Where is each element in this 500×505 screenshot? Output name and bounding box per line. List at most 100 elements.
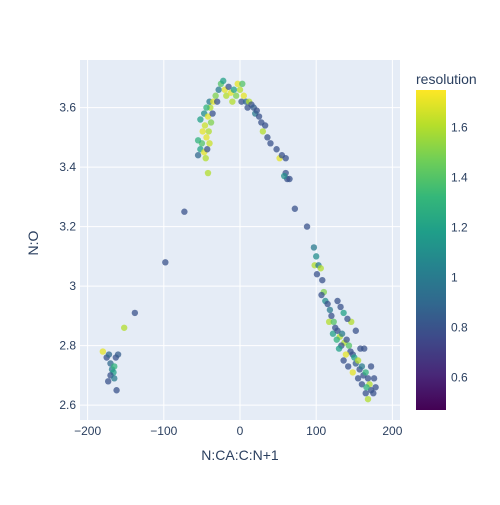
data-point xyxy=(215,86,222,93)
data-point xyxy=(259,128,267,135)
data-point xyxy=(240,92,248,99)
x-tick-label: −100 xyxy=(150,424,177,438)
data-point xyxy=(303,223,311,230)
y-axis-ticks: 2.6 2.8 3 3.2 3.4 3.6 xyxy=(59,101,76,413)
data-point xyxy=(162,259,169,266)
x-tick-label: −200 xyxy=(74,424,101,438)
data-point xyxy=(261,122,269,129)
data-point xyxy=(253,107,260,114)
data-point xyxy=(111,363,118,370)
y-tick-label: 3.4 xyxy=(59,160,76,174)
y-tick-label: 2.6 xyxy=(59,398,76,412)
data-point xyxy=(334,297,341,305)
data-point xyxy=(358,363,366,370)
data-point xyxy=(349,369,356,376)
data-point xyxy=(337,303,344,311)
colorbar-tick-label: 1 xyxy=(451,271,458,285)
data-point xyxy=(333,336,340,343)
data-point xyxy=(105,351,113,358)
data-point xyxy=(328,312,335,320)
data-point xyxy=(223,92,230,99)
data-point xyxy=(360,345,368,352)
data-point xyxy=(238,98,245,105)
data-point xyxy=(338,330,346,337)
colorbar-tick-label: 1.2 xyxy=(451,221,468,235)
data-points xyxy=(99,77,379,403)
data-point xyxy=(104,378,112,385)
data-point xyxy=(197,116,204,123)
y-axis-label: N:O xyxy=(25,230,41,255)
data-point xyxy=(111,375,118,382)
x-tick-label: 100 xyxy=(306,424,326,438)
data-point xyxy=(234,80,241,88)
data-point xyxy=(229,98,236,105)
data-point xyxy=(267,140,274,147)
colorbar-ticks: 0.6 0.8 1 1.2 1.4 1.6 xyxy=(451,121,468,385)
data-point xyxy=(199,128,206,135)
data-point xyxy=(203,104,210,111)
data-point xyxy=(230,86,238,93)
x-tick-label: 200 xyxy=(382,424,402,438)
data-point xyxy=(114,351,122,358)
data-point xyxy=(312,253,320,260)
data-point xyxy=(232,92,240,99)
data-point xyxy=(370,390,377,397)
data-point xyxy=(236,86,244,93)
x-axis-label: N:CA:C:N+1 xyxy=(201,447,279,463)
data-point xyxy=(204,169,212,177)
data-point xyxy=(120,324,128,331)
data-point xyxy=(202,154,209,162)
y-tick-label: 3.2 xyxy=(59,220,76,234)
data-point xyxy=(131,309,139,317)
data-point xyxy=(344,363,352,370)
data-point xyxy=(362,369,369,376)
data-point xyxy=(342,351,350,358)
data-point xyxy=(291,205,299,212)
data-point xyxy=(324,300,331,308)
data-point xyxy=(225,83,232,90)
y-tick-label: 2.8 xyxy=(59,339,76,353)
data-point xyxy=(99,348,107,355)
data-point xyxy=(205,128,212,135)
data-point xyxy=(239,80,246,88)
data-point xyxy=(113,387,120,394)
data-point xyxy=(367,363,375,370)
data-point xyxy=(201,122,209,129)
data-point xyxy=(213,98,221,105)
data-point xyxy=(204,146,211,153)
data-point xyxy=(194,152,202,159)
data-point xyxy=(335,345,343,352)
data-point xyxy=(325,318,333,326)
data-point xyxy=(317,265,324,272)
data-point xyxy=(264,134,271,141)
y-tick-label: 3.6 xyxy=(59,101,76,115)
data-point xyxy=(329,330,337,337)
data-point xyxy=(194,137,202,144)
data-point xyxy=(344,315,351,323)
data-point xyxy=(343,336,350,343)
data-point xyxy=(358,381,366,388)
colorbar-tick-label: 1.4 xyxy=(451,171,468,185)
colorbar-tick-label: 1.6 xyxy=(451,121,468,135)
x-axis-ticks: −200 −100 0 100 200 xyxy=(74,424,403,438)
data-point xyxy=(345,342,353,349)
data-point xyxy=(354,375,362,382)
colorbar xyxy=(416,90,446,410)
data-point xyxy=(273,146,280,153)
data-point xyxy=(181,208,188,215)
data-point xyxy=(286,175,293,183)
data-point xyxy=(364,375,372,382)
data-point xyxy=(326,306,334,314)
data-point xyxy=(207,119,215,126)
data-point xyxy=(340,357,347,364)
colorbar-title: resolution xyxy=(416,71,477,87)
data-point xyxy=(282,154,289,162)
data-point xyxy=(280,172,288,180)
data-point xyxy=(318,291,325,299)
data-point xyxy=(204,113,212,120)
data-point xyxy=(352,327,360,334)
x-tick-label: 0 xyxy=(237,424,244,438)
data-point xyxy=(334,327,341,334)
